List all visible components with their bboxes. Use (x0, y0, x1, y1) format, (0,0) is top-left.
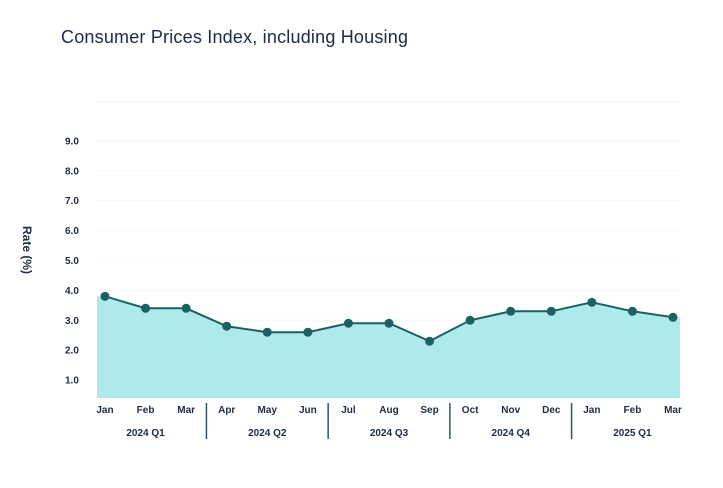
data-point-5 (303, 327, 313, 337)
x-tick-label: Feb (137, 405, 155, 416)
x-tick-label: Jun (299, 405, 317, 416)
area-layer (97, 291, 680, 398)
x-tick-label: Mar (664, 405, 682, 416)
y-tick-label: 9.0 (65, 136, 79, 147)
x-tick-label: Aug (379, 405, 398, 416)
y-tick-label: 5.0 (65, 256, 79, 267)
x-tick-label: Dec (542, 405, 561, 416)
data-point-11 (546, 306, 556, 316)
x-tick-label: Nov (501, 405, 520, 416)
data-point-2 (181, 303, 191, 313)
x-tick-label: Oct (462, 405, 479, 416)
x-tick-label: May (258, 405, 278, 416)
x-tick-label: Jul (341, 405, 356, 416)
y-tick-label: 4.0 (65, 286, 79, 297)
y-tick-label: 7.0 (65, 196, 79, 207)
data-point-4 (262, 327, 272, 337)
series-area (97, 296, 680, 398)
quarter-label: 2024 Q4 (492, 428, 531, 439)
data-point-6 (343, 318, 353, 328)
chart-title: Consumer Prices Index, including Housing (61, 27, 409, 47)
x-tick-labels: Jan Feb Mar Apr May Jun Jul Aug Sep Oct Nov Dec Jan F… (96, 405, 682, 416)
y-tick-label: 3.0 (65, 316, 79, 327)
x-tick-label: Jan (96, 405, 113, 416)
x-tick-label: Jan (583, 405, 600, 416)
y-tick-label: 6.0 (65, 226, 79, 237)
y-tick-label: 1.0 (65, 376, 79, 387)
data-point-13 (627, 306, 637, 316)
y-tick-labels: 1.0 2.0 3.0 4.0 5.0 6.0 7.0 8.0 9.0 (65, 136, 79, 386)
data-point-14 (668, 312, 678, 322)
quarter-label: 2025 Q1 (613, 428, 652, 439)
data-point-9 (465, 315, 475, 325)
x-tick-label: Mar (177, 405, 195, 416)
data-point-0 (100, 291, 110, 301)
data-point-12 (587, 297, 597, 307)
quarter-labels: 2024 Q1 2024 Q2 2024 Q3 2024 Q4 2025 Q1 (126, 428, 652, 439)
x-tick-label: Apr (218, 405, 235, 416)
x-tick-label: Feb (624, 405, 642, 416)
y-tick-label: 2.0 (65, 346, 79, 357)
data-point-7 (384, 318, 394, 328)
quarter-dividers (205, 403, 573, 439)
y-tick-label: 8.0 (65, 166, 79, 177)
x-tick-label: Sep (420, 405, 438, 416)
data-point-8 (425, 336, 435, 346)
quarter-label: 2024 Q3 (370, 428, 409, 439)
data-point-10 (506, 306, 516, 316)
quarter-label: 2024 Q2 (248, 428, 287, 439)
data-point-1 (141, 303, 151, 313)
quarter-label: 2024 Q1 (126, 428, 165, 439)
data-point-3 (222, 321, 232, 331)
